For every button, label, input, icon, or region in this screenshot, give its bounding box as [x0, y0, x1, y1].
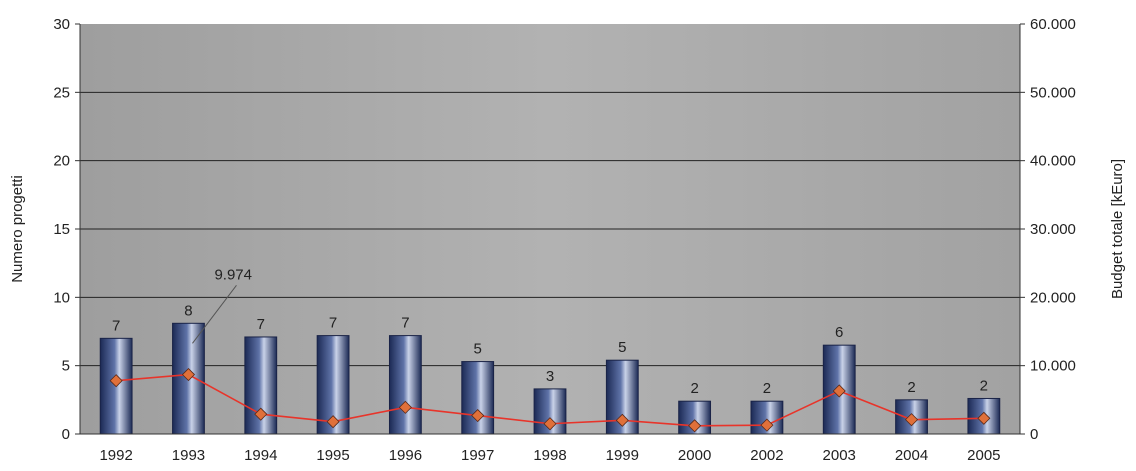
y-axis-right-title: Budget totale [kEuro]: [1109, 159, 1126, 299]
category-label: 1993: [172, 447, 205, 464]
budget-point: [615, 413, 629, 427]
category-label: 1997: [461, 447, 494, 464]
budget-point: [181, 367, 196, 382]
right-tick-label: 0: [1030, 426, 1038, 443]
budget-point: [109, 374, 123, 388]
right-tick-label: 50.000: [1030, 84, 1076, 101]
bar-value-label: 2: [980, 377, 988, 394]
left-tick-label: 20: [53, 153, 70, 170]
right-tick-label: 40.000: [1030, 153, 1076, 170]
right-tick-label: 30.000: [1030, 221, 1076, 238]
budget-point: [254, 407, 268, 421]
left-tick-label: 5: [62, 358, 70, 375]
axes: 051015202530010.00020.00030.00040.00050.…: [53, 16, 1076, 443]
budget-point: [977, 411, 991, 425]
labels: 7 8 7 7 7 5 3 5 2 2 6 2 2 1992 1993 1994 1995 1996 1997 199…: [9, 159, 1126, 464]
bar-value-label: 7: [257, 316, 265, 333]
category-label: 1994: [244, 447, 277, 464]
right-tick-label: 10.000: [1030, 358, 1076, 375]
budget-point: [471, 408, 485, 423]
bar-value-label: 7: [329, 315, 337, 332]
budget-line: [109, 367, 991, 433]
category-label: 1998: [533, 447, 566, 464]
budget-point: [760, 418, 774, 432]
bar-value-label: 5: [474, 341, 482, 358]
budget-point: [326, 415, 340, 429]
bar-value-label: 8: [184, 302, 192, 319]
category-label: 1992: [99, 447, 132, 464]
budget-point: [688, 419, 702, 433]
bar: [461, 361, 495, 435]
left-tick-label: 15: [53, 221, 70, 238]
category-label: 2000: [678, 447, 711, 464]
left-tick-label: 25: [53, 84, 70, 101]
bar-value-label: 6: [835, 324, 843, 341]
bar-value-label: 3: [546, 368, 554, 385]
left-tick-label: 10: [53, 289, 70, 306]
bar-value-label: 2: [690, 380, 698, 397]
category-label: 1995: [316, 447, 349, 464]
bar-value-label: 2: [907, 379, 915, 396]
callout-line: [192, 284, 237, 344]
gridlines: [80, 91, 1020, 367]
category-label: 2004: [895, 447, 928, 464]
bar-value-label: 2: [763, 380, 771, 397]
budget-point: [543, 417, 557, 431]
category-label: 1999: [606, 447, 639, 464]
bar-value-label: 5: [618, 339, 626, 356]
category-label: 1996: [389, 447, 422, 464]
budget-point: [904, 413, 919, 427]
y-axis-title: Numero progetti: [9, 175, 26, 283]
category-label: 2003: [823, 447, 856, 464]
bar-value-label: 7: [112, 317, 120, 334]
category-label: 2002: [750, 447, 783, 464]
budget-point: [398, 400, 412, 414]
bar-value-label: 7: [401, 315, 409, 332]
left-tick-label: 0: [62, 426, 70, 443]
right-tick-label: 20.000: [1030, 289, 1076, 306]
bar: [388, 335, 422, 435]
category-label: 2005: [967, 447, 1000, 464]
callout-label: 9.974: [214, 266, 252, 283]
left-tick-label: 30: [53, 16, 70, 33]
budget-point: [832, 384, 846, 398]
right-tick-label: 60.000: [1030, 16, 1076, 33]
